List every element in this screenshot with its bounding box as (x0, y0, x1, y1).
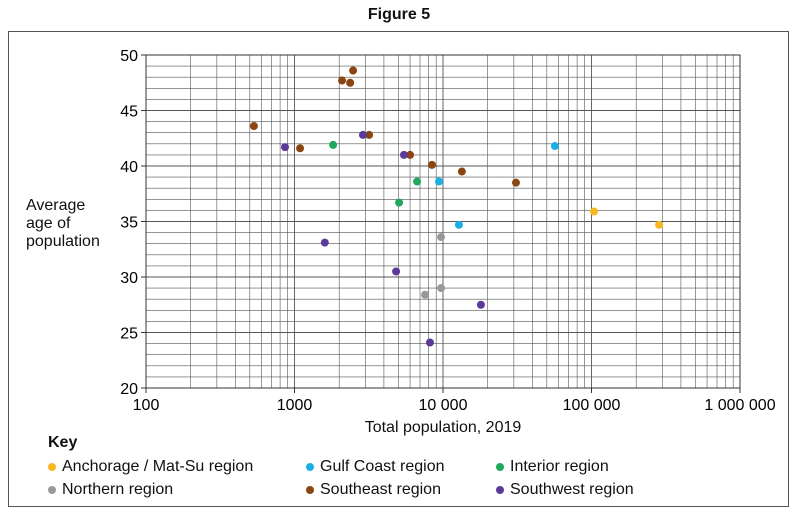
data-point (421, 290, 430, 299)
y-tick-label: 40 (120, 159, 138, 176)
y-label-line: Average (26, 197, 86, 214)
chart-title: Figure 5 (367, 6, 431, 23)
legend-item: Interior region (496, 458, 609, 476)
y-tick-label: 50 (120, 48, 138, 65)
data-point (437, 233, 446, 242)
x-tick-label: 1 000 000 (704, 397, 775, 414)
legend-dot-icon (496, 486, 504, 494)
y-label-line: age of (26, 215, 71, 232)
data-point (280, 143, 289, 152)
x-tick-label: 1000 (277, 397, 313, 414)
data-point (346, 78, 355, 87)
data-point (329, 140, 338, 149)
data-point (406, 150, 415, 159)
legend-label: Southeast region (320, 481, 441, 498)
y-label-line: population (26, 233, 100, 250)
data-point (399, 150, 408, 159)
data-point (320, 238, 329, 247)
legend-item: Northern region (48, 481, 173, 499)
x-tick-label: 10 000 (419, 397, 468, 414)
y-tick-label: 45 (120, 104, 138, 121)
data-point (358, 130, 367, 139)
legend-item: Gulf Coast region (306, 458, 445, 476)
legend-item: Anchorage / Mat-Su region (48, 458, 253, 476)
data-point (435, 177, 444, 186)
legend-item: Southwest region (496, 481, 634, 499)
legend-dot-icon (306, 463, 314, 471)
legend-dot-icon (306, 486, 314, 494)
legend-title: Key (48, 434, 78, 451)
data-point (437, 284, 446, 293)
figure-frame (8, 31, 789, 507)
data-point (476, 300, 485, 309)
data-point (425, 338, 434, 347)
y-tick-label: 25 (120, 326, 138, 343)
data-point (457, 167, 466, 176)
data-point (454, 220, 463, 229)
x-tick-label: 100 000 (563, 397, 621, 414)
data-point (413, 177, 422, 186)
legend-label: Southwest region (510, 481, 634, 498)
legend-label: Northern region (62, 481, 174, 498)
data-point (427, 160, 436, 169)
y-tick-label: 30 (120, 270, 138, 287)
data-point (511, 178, 520, 187)
data-point (550, 142, 559, 151)
legend-label: Gulf Coast region (320, 458, 445, 475)
y-tick-label: 35 (120, 215, 138, 232)
legend-dot-icon (496, 463, 504, 471)
x-tick-label: 100 (133, 397, 160, 414)
y-axis-label: Average age of population (26, 197, 100, 251)
legend-dot-icon (48, 486, 56, 494)
data-point (349, 66, 358, 75)
data-point (655, 220, 664, 229)
legend-label: Anchorage / Mat-Su region (62, 458, 254, 475)
y-tick-label: 20 (120, 381, 138, 398)
legend-item: Southeast region (306, 481, 441, 499)
data-point (249, 122, 258, 131)
data-point (590, 207, 599, 216)
data-point (338, 76, 347, 85)
legend-label: Interior region (510, 458, 609, 475)
legend-dot-icon (48, 463, 56, 471)
x-axis-label: Total population, 2019 (364, 419, 522, 436)
data-point (392, 267, 401, 276)
data-point (365, 130, 374, 139)
data-point (395, 198, 404, 207)
data-point (296, 144, 305, 153)
